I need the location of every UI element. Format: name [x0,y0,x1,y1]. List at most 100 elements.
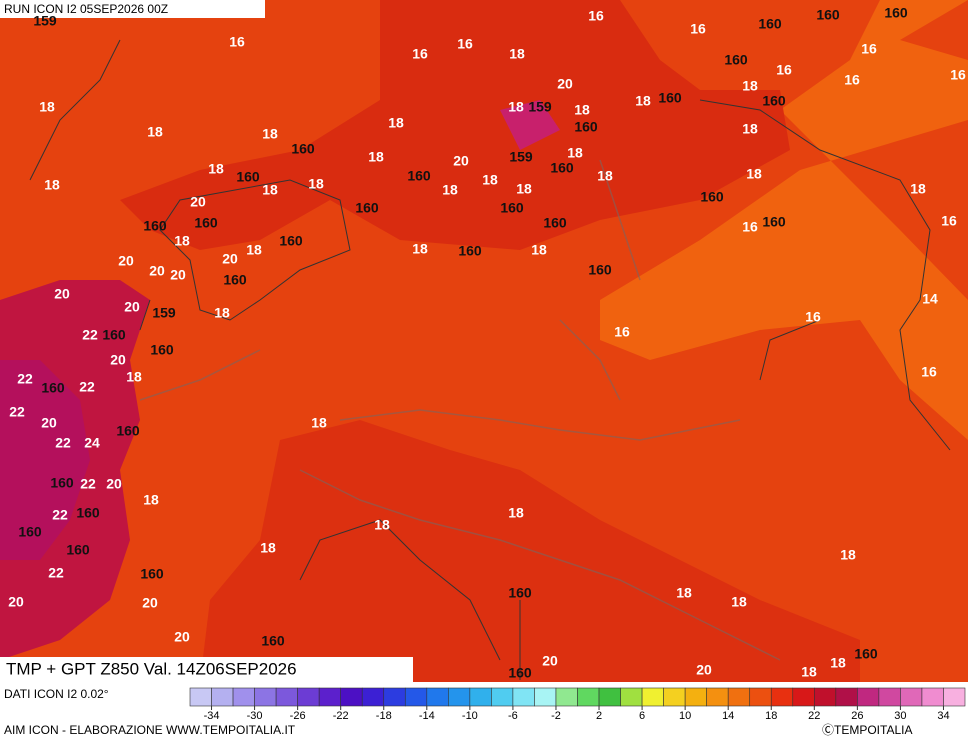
warm-zone [600,0,968,440]
contour-label: 160 [18,524,42,540]
colorbar-box [598,687,621,707]
colorbar-box [620,687,643,707]
contour-label: 18 [260,540,276,556]
colorbar-box [275,687,298,707]
contour-label: 20 [222,251,238,267]
contour-label: 18 [126,369,142,385]
contour-label: 160 [574,119,598,135]
contour-label: 159 [152,305,176,321]
contour-label: 22 [82,327,98,343]
colorbar-box [189,687,212,707]
contour-label: 18 [508,505,524,521]
contour-label: 18 [39,99,55,115]
contour-label: 160 [102,327,126,343]
contour-label: 18 [388,115,404,131]
contour-label: 160 [884,5,908,21]
contour-label: 18 [44,177,60,193]
contour-label: 18 [174,233,190,249]
hot-south [200,420,860,682]
colorbar-box [469,687,492,707]
colorbar-label: -2 [551,710,561,722]
contour-label: 20 [124,299,140,315]
title-box [0,657,413,683]
contour-label: 16 [588,8,604,24]
contour-label: 20 [170,267,186,283]
run-label: RUN ICON I2 05SEP2026 00Z [4,2,168,16]
colorbar-label: -22 [333,710,349,722]
contour-label: 160 [588,262,612,278]
contour-label: 160 [150,342,174,358]
contour-label: 160 [140,566,164,582]
contour-label: 14 [922,291,938,307]
contour-label: 20 [41,415,57,431]
contour-label: 160 [816,7,840,23]
contour-label: 160 [41,380,65,396]
contour-label: 160 [508,665,532,681]
contour-label: 16 [861,41,877,57]
map-area: RUN ICON I2 05SEP2026 00Z TMP + GPT Z850… [0,0,968,683]
colorbar-box [770,687,794,707]
colorbar-box [340,687,363,707]
contour-label: 16 [229,34,245,50]
contour-label: 22 [79,379,95,395]
contour-label: 18 [508,99,524,115]
coastlines-borders [29,39,951,680]
contour-label: 18 [567,145,583,161]
colorbar-box [641,687,664,707]
contour-label: 20 [557,76,573,92]
contour-label: 16 [412,46,428,62]
contour-label: 18 [746,166,762,182]
colorbar-label: 26 [851,710,863,722]
colorbar-label: -6 [508,710,518,722]
colorbar-label: -14 [419,710,435,722]
colorbar-label: -18 [376,710,392,722]
source-label: DATI ICON I2 0.02° [4,687,109,701]
contour-label: 16 [844,72,860,88]
colorbar-box [792,687,815,707]
colorbar-label: 22 [808,710,820,722]
contour-label: 20 [149,263,165,279]
contour-label: 160 [50,475,74,491]
colorbar: -34 -30 -26 -22 -18 -14 -10 -6 -2 2 6 10 14 18 22 26 30 3… [189,687,966,722]
hot-peak [500,100,560,150]
hottest-west [0,360,90,560]
contour-label: 18 [676,585,692,601]
contour-label: 159 [528,99,552,115]
contour-label: 18 [412,241,428,257]
contour-label: 160 [458,243,482,259]
contour-label: 18 [742,78,758,94]
colorbar-label: 30 [894,710,906,722]
contour-label: 16 [690,21,706,37]
contour-label: 160 [500,200,524,216]
contour-label: 18 [374,517,390,533]
contour-label: 18 [597,168,613,184]
colorbar-box [921,687,944,707]
contour-label: 16 [0,0,8,7]
contour-label: 160 [76,505,100,521]
contour-label: 22 [9,404,25,420]
contour-label: 160 [236,169,260,185]
contour-label: 18 [731,594,747,610]
contour-label: 20 [110,352,126,368]
colorbar-box [491,687,514,707]
colorbar-box [706,687,729,707]
contour-label: 16 [742,219,758,235]
contour-label: 18 [246,242,262,258]
colorbar-label: 18 [765,710,777,722]
contour-label: 160 [291,141,315,157]
contour-label: 22 [55,435,71,451]
colorbar-label: -30 [247,710,263,722]
contour-label: 20 [190,194,206,210]
contour-label: 160 [543,215,567,231]
contour-label: 18 [742,121,758,137]
contour-label: 160 [762,214,786,230]
contour-label: 18 [516,181,532,197]
contour-label: 159 [33,13,57,29]
contour-label: 20 [54,286,70,302]
contour-label: 20 [696,662,712,678]
colorbar-box [577,687,600,707]
contour-label: 20 [142,595,158,611]
contour-label: 20 [106,476,122,492]
header-box [0,0,265,18]
